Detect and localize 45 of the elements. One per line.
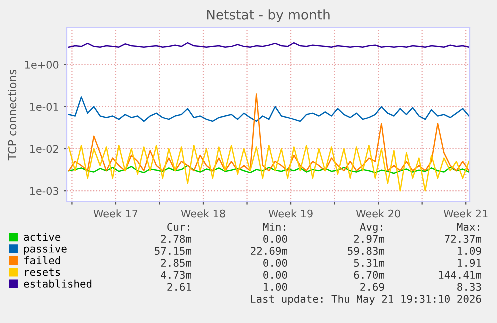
x-tick-label: Week 20 xyxy=(356,210,400,218)
text: 22.69m xyxy=(251,247,288,256)
legend-label: active xyxy=(24,233,61,242)
legend-label: passive xyxy=(24,244,67,255)
text: 57.15m xyxy=(155,247,192,256)
text: 8.33 xyxy=(458,283,482,292)
legend-label: failed xyxy=(24,256,60,265)
y-tick-label: 1e-02 xyxy=(30,145,58,154)
text: 59.83m xyxy=(348,247,385,256)
text: Last update: Thu May 21 19:31:10 2026 xyxy=(251,294,482,306)
y-tick-label: 1e-03 xyxy=(30,187,59,196)
text: Avg: xyxy=(360,223,382,234)
text: 0.00 xyxy=(264,259,288,268)
y-axis-title: TCP connections xyxy=(8,70,17,161)
text: 4.73m xyxy=(161,271,192,280)
text: 2.97m xyxy=(354,235,385,244)
x-tick-label: Week 21 xyxy=(444,210,488,218)
text: 1.09 xyxy=(458,247,482,256)
legend-label: established xyxy=(24,280,92,288)
line-series xyxy=(68,96,470,122)
text: 0.00 xyxy=(264,271,288,280)
text: 6.70m xyxy=(354,271,385,280)
line-series xyxy=(68,165,470,174)
text: 144.41m xyxy=(439,271,482,279)
legend-label: resets xyxy=(25,268,60,276)
text: 0.00 xyxy=(264,235,288,244)
text: Cur: xyxy=(168,223,190,232)
x-tick-label: Week 17 xyxy=(94,210,138,218)
x-tick-label: Week 19 xyxy=(268,210,313,218)
text: 2.69 xyxy=(360,283,384,292)
x-tick-label: Week 18 xyxy=(181,210,226,218)
text: 1.91 xyxy=(458,259,482,268)
text: Min: xyxy=(263,222,286,231)
y-tick-label: 1e-01 xyxy=(30,103,58,112)
text: 72.37m xyxy=(445,235,482,244)
chart-title: Netstat - by month xyxy=(207,10,330,22)
y-tick-label: 1e+00 xyxy=(25,61,59,69)
text: 1.00 xyxy=(264,283,288,292)
text: 2.85m xyxy=(161,259,192,268)
text: 5.31m xyxy=(354,259,385,268)
line-series xyxy=(68,145,470,192)
line-series xyxy=(68,94,470,172)
text: 2.78m xyxy=(161,235,192,244)
text: Max: xyxy=(457,223,480,232)
text: 2.61 xyxy=(168,283,192,292)
